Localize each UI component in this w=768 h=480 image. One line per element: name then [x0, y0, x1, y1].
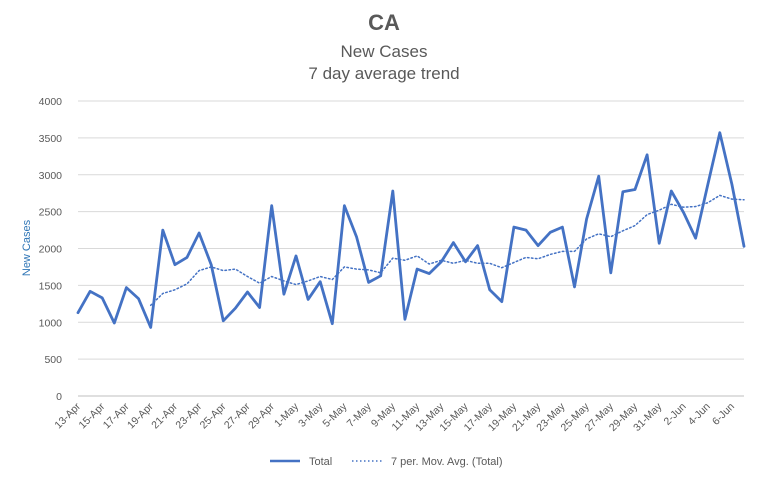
y-tick-label: 500 — [44, 354, 62, 366]
chart-subtitle-new-cases: New Cases — [340, 42, 428, 61]
y-tick-label: 0 — [56, 391, 62, 403]
x-tick-label: 13-Apr — [52, 400, 83, 431]
x-tick-label: 27-Apr — [222, 400, 253, 431]
y-tick-label: 1000 — [39, 317, 63, 329]
x-tick-label: 19-Apr — [125, 400, 156, 431]
chart-subtitle-trend: 7 day average trend — [308, 64, 460, 83]
x-tick-label: 4-Jun — [686, 401, 713, 428]
y-tick-label: 2500 — [39, 207, 63, 219]
legend: Total 7 per. Mov. Avg. (Total) — [270, 456, 502, 468]
x-tick-label: 1-May — [272, 400, 302, 430]
y-axis-ticks: 0 500 1000 1500 2000 2500 3000 3500 4000 — [39, 96, 63, 403]
y-tick-label: 1500 — [39, 280, 63, 292]
x-axis-ticks: 13-Apr15-Apr17-Apr19-Apr21-Apr23-Apr25-A… — [52, 400, 737, 434]
y-tick-label: 3500 — [39, 133, 63, 145]
legend-label-moving-average: 7 per. Mov. Avg. (Total) — [391, 456, 502, 468]
x-tick-label: 7-May — [345, 400, 375, 430]
x-tick-label: 21-Apr — [149, 400, 180, 431]
x-tick-label: 29-Apr — [246, 400, 277, 431]
x-tick-label: 15-Apr — [77, 400, 108, 431]
y-tick-label: 4000 — [39, 96, 63, 108]
series-line-total — [76, 131, 746, 329]
x-tick-label: 23-Apr — [173, 400, 204, 431]
y-tick-label: 2000 — [39, 244, 63, 256]
x-tick-label: 2-Jun — [662, 401, 689, 428]
x-tick-label: 17-Apr — [101, 400, 132, 431]
series-line-moving-average — [149, 194, 745, 307]
y-axis-label: New Cases — [21, 219, 33, 276]
x-tick-label: 25-Apr — [198, 400, 229, 431]
x-tick-label: 3-May — [296, 400, 326, 430]
gridlines — [78, 100, 744, 397]
x-tick-label: 6-Jun — [710, 401, 737, 428]
legend-label-total: Total — [309, 456, 332, 468]
x-tick-label: 5-May — [320, 400, 350, 430]
series-group — [76, 131, 746, 329]
chart-title: CA — [368, 10, 400, 35]
y-tick-label: 3000 — [39, 170, 63, 182]
